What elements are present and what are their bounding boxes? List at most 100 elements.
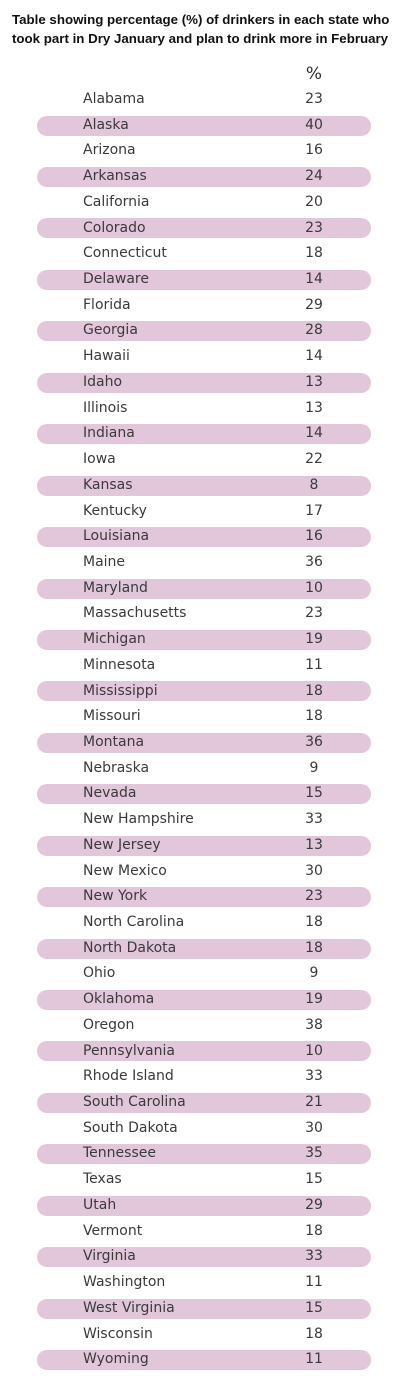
percent-value-cell: 9 (309, 759, 319, 776)
percent-value-cell: 40 (305, 116, 323, 133)
state-name-cell: Washington (83, 1274, 166, 1291)
table-row: South Dakota 30 (37, 1116, 371, 1142)
state-name-cell: Colorado (83, 219, 146, 236)
table-row: Indiana 14 (37, 421, 371, 447)
percent-value-cell: 16 (305, 528, 323, 545)
table-row: New Jersey 13 (37, 833, 371, 859)
percent-value-cell: 10 (305, 1042, 323, 1059)
percent-value-cell: 33 (305, 811, 323, 828)
state-name-cell: South Carolina (83, 1094, 186, 1111)
table-row: Illinois 13 (37, 396, 371, 422)
table-row: Georgia 28 (37, 318, 371, 344)
table-row: Connecticut 18 (37, 241, 371, 267)
table-row: Maryland 10 (37, 576, 371, 602)
table-row: Oklahoma 19 (37, 987, 371, 1013)
state-name-cell: Oregon (83, 1016, 135, 1033)
state-name-cell: Vermont (83, 1222, 143, 1239)
state-name-cell: New Hampshire (83, 811, 194, 828)
percent-value-cell: 33 (305, 1248, 323, 1265)
state-name-cell: California (83, 193, 150, 210)
percent-value-cell: 14 (305, 271, 323, 288)
state-name-cell: Hawaii (83, 348, 130, 365)
table-row: Alaska 40 (37, 113, 371, 139)
state-name-cell: Oklahoma (83, 991, 155, 1008)
table-row: Wisconsin 18 (37, 1322, 371, 1348)
percent-value-cell: 24 (305, 168, 323, 185)
percent-value-cell: 13 (305, 836, 323, 853)
percent-value-cell: 20 (305, 193, 323, 210)
state-name-cell: Pennsylvania (83, 1042, 175, 1059)
percent-value-cell: 15 (305, 1299, 323, 1316)
state-name-cell: Idaho (83, 373, 123, 390)
percent-value-cell: 17 (305, 502, 323, 519)
state-name-cell: North Dakota (83, 939, 177, 956)
percent-value-cell: 30 (305, 1119, 323, 1136)
table-row: Colorado 23 (37, 216, 371, 242)
state-name-cell: Rhode Island (83, 1068, 174, 1085)
state-name-cell: Texas (83, 1171, 122, 1188)
percent-value-cell: 19 (305, 991, 323, 1008)
table-row: Rhode Island 33 (37, 1064, 371, 1090)
state-name-cell: Mississippi (83, 682, 158, 699)
table-row: Nevada 15 (37, 781, 371, 807)
state-name-cell: Maryland (83, 579, 148, 596)
percent-value-cell: 28 (305, 322, 323, 339)
percent-value-cell: 16 (305, 142, 323, 159)
percent-value-cell: 11 (305, 656, 323, 673)
state-name-cell: Nebraska (83, 759, 150, 776)
table-row: Mississippi 18 (37, 679, 371, 705)
state-name-cell: Maine (83, 553, 126, 570)
table-row: New Hampshire 33 (37, 807, 371, 833)
table-row: Pennsylvania 10 (37, 1039, 371, 1065)
percent-value-cell: 18 (305, 939, 323, 956)
state-name-cell: Virginia (83, 1248, 136, 1265)
percent-value-cell: 14 (305, 425, 323, 442)
percent-value-cell: 22 (305, 451, 323, 468)
table-row: Kansas 8 (37, 473, 371, 499)
table-row: North Dakota 18 (37, 936, 371, 962)
state-name-cell: West Virginia (83, 1299, 175, 1316)
state-name-cell: Massachusetts (83, 605, 187, 622)
table-row: Hawaii 14 (37, 344, 371, 370)
table-row: Vermont 18 (37, 1219, 371, 1245)
percent-value-cell: 18 (305, 1222, 323, 1239)
state-name-cell: Michigan (83, 631, 146, 648)
state-name-cell: Arizona (83, 142, 136, 159)
table-row: Arkansas 24 (37, 164, 371, 190)
state-name-cell: Nevada (83, 785, 137, 802)
percent-value-cell: 9 (309, 965, 319, 982)
percent-value-cell: 36 (305, 733, 323, 750)
state-name-cell: Tennessee (83, 1145, 156, 1162)
state-name-cell: Ohio (83, 965, 116, 982)
table-row: Tennessee 35 (37, 1141, 371, 1167)
state-name-cell: South Dakota (83, 1119, 178, 1136)
percent-value-cell: 23 (305, 219, 323, 236)
percent-value-cell: 18 (305, 1325, 323, 1342)
state-name-cell: New Mexico (83, 862, 167, 879)
percent-value-cell: 18 (305, 245, 323, 262)
state-name-cell: Missouri (83, 708, 141, 725)
table-row: Texas 15 (37, 1167, 371, 1193)
percent-value-cell: 15 (305, 785, 323, 802)
table-row: Missouri 18 (37, 704, 371, 730)
table-row: Virginia 33 (37, 1244, 371, 1270)
state-name-cell: Utah (83, 1196, 117, 1213)
table-row: Alabama 23 (37, 87, 371, 113)
table-row: Montana 36 (37, 730, 371, 756)
table-row: Michigan 19 (37, 627, 371, 653)
percent-value-cell: 38 (305, 1016, 323, 1033)
state-name-cell: Illinois (83, 399, 128, 416)
percent-value-cell: 11 (305, 1351, 323, 1368)
percent-column-header: % (305, 64, 323, 84)
state-name-cell: Minnesota (83, 656, 156, 673)
percent-value-cell: 14 (305, 348, 323, 365)
percent-value-cell: 29 (305, 1196, 323, 1213)
table-row: New Mexico 30 (37, 859, 371, 885)
table-row: North Carolina 18 (37, 910, 371, 936)
table-row: Utah 29 (37, 1193, 371, 1219)
percent-value-cell: 18 (305, 708, 323, 725)
table-row: Wyoming 11 (37, 1347, 371, 1373)
state-name-cell: Alaska (83, 116, 129, 133)
table-row: West Virginia 15 (37, 1296, 371, 1322)
percent-value-cell: 15 (305, 1171, 323, 1188)
